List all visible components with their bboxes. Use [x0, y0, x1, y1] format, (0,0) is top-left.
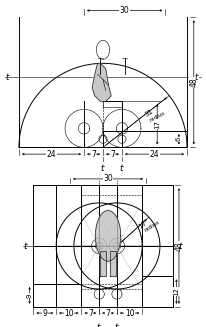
Text: $t$: $t$: [96, 321, 102, 327]
Text: 7: 7: [91, 150, 96, 159]
Text: 9: 9: [42, 309, 47, 318]
Text: 7: 7: [88, 309, 93, 318]
Text: 48: 48: [174, 241, 184, 251]
Text: 9: 9: [27, 293, 33, 298]
Text: 31: 31: [144, 108, 154, 117]
Text: $t\!\!\!$: $t\!\!\!$: [194, 71, 199, 82]
Text: 24: 24: [150, 150, 159, 159]
Text: 17: 17: [154, 120, 160, 129]
Text: radius: radius: [149, 111, 166, 123]
Polygon shape: [100, 251, 106, 276]
Text: 17: 17: [137, 219, 148, 229]
Text: 30: 30: [120, 6, 130, 15]
Polygon shape: [92, 63, 111, 101]
Text: 30: 30: [103, 174, 113, 183]
Text: $t$: $t$: [119, 162, 125, 173]
Text: $t$: $t$: [100, 162, 106, 173]
Text: $t$: $t$: [22, 240, 28, 251]
Polygon shape: [95, 211, 121, 261]
Text: 7: 7: [106, 309, 110, 318]
Text: 10: 10: [125, 309, 134, 318]
Text: 10: 10: [64, 309, 74, 318]
Text: $t\!\!\!$: $t\!\!\!$: [5, 71, 11, 82]
Text: 12: 12: [173, 287, 179, 296]
Text: $t$: $t$: [178, 240, 184, 251]
Text: 24: 24: [47, 150, 56, 159]
Text: radius: radius: [143, 219, 160, 233]
Text: 48: 48: [189, 77, 198, 87]
Text: 7: 7: [110, 150, 115, 159]
Text: 6: 6: [176, 137, 182, 142]
Polygon shape: [110, 251, 116, 276]
Text: $t$: $t$: [114, 321, 120, 327]
